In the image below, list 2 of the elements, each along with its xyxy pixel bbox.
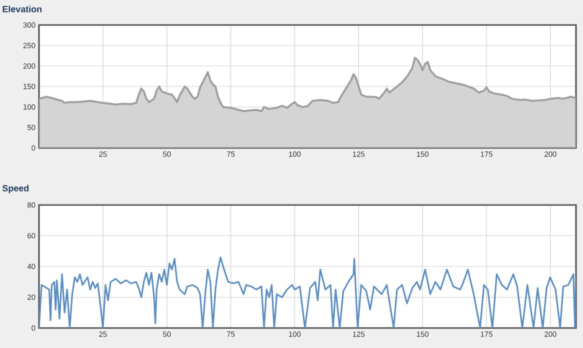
chart-title: Elevation bbox=[2, 6, 42, 12]
chart-title: Speed bbox=[2, 184, 29, 194]
